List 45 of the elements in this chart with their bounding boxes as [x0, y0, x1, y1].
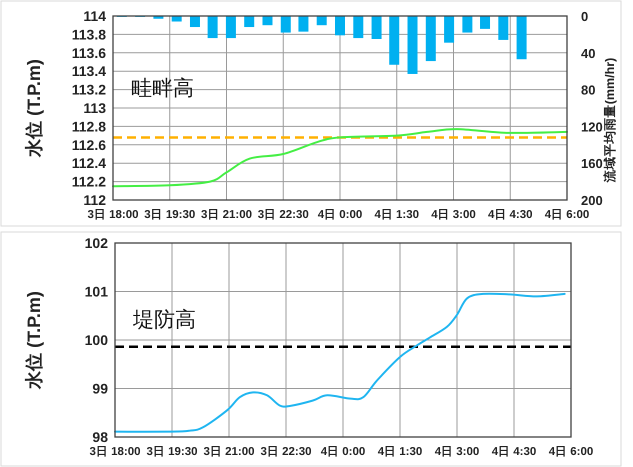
- x-tick-label: 4日 3:00: [434, 445, 480, 458]
- x-tick-label: 4日 3:00: [431, 208, 476, 221]
- y2-tick-label: 160: [581, 156, 603, 172]
- y2-tick-label: 80: [581, 82, 596, 98]
- y-tick-label: 112.2: [72, 174, 106, 190]
- y-tick-label: 112.8: [72, 118, 106, 134]
- y-tick-label: 113.6: [72, 44, 106, 61]
- x-tick-label: 4日 0:00: [318, 208, 362, 221]
- y-tick-label: 113.8: [72, 26, 106, 42]
- y-tick-label: 112.6: [72, 136, 106, 153]
- y-tick-label: 113: [83, 100, 106, 116]
- x-tick-label: 3日 21:00: [203, 445, 255, 458]
- y2-tick-label: 40: [581, 46, 596, 61]
- y-tick-label: 113.4: [72, 63, 106, 80]
- x-tick-label: 3日 22:30: [258, 208, 309, 221]
- y2-tick-label: 200: [581, 193, 603, 208]
- x-tick-label: 3日 21:00: [200, 208, 252, 221]
- y-axis-title: 水位 (T.P.m): [24, 291, 44, 390]
- x-tick-label: 4日 6:00: [548, 445, 594, 458]
- x-tick-label: 4日 1:30: [374, 208, 420, 221]
- ref-line-label: 畦畔高: [131, 77, 194, 100]
- y-tick-label: 99: [92, 380, 108, 396]
- y-tick-label: 113.2: [72, 82, 106, 98]
- y-tick-label: 112.4: [72, 155, 106, 172]
- x-tick-label: 3日 19:30: [146, 445, 198, 458]
- x-tick-label: 4日 0:00: [320, 445, 366, 458]
- ref-line-label: 堤防高: [132, 308, 196, 332]
- y-tick-label: 112: [83, 192, 106, 208]
- x-tick-label: 4日 4:30: [488, 208, 533, 221]
- x-tick-label: 4日 4:30: [492, 445, 536, 458]
- y-tick-label: 101: [84, 284, 108, 300]
- y-tick-label: 114: [83, 8, 106, 24]
- y-axis-title: 水位 (T.P.m): [24, 59, 44, 158]
- y-tick-label: 100: [84, 332, 108, 348]
- y-tick-label: 98: [92, 429, 108, 445]
- x-tick-label: 3日 18:00: [87, 208, 139, 221]
- x-tick-label: 3日 19:30: [144, 208, 196, 221]
- x-tick-label: 4日 6:00: [544, 208, 590, 221]
- y2-tick-label: 0: [581, 9, 588, 24]
- x-tick-label: 4日 1:30: [378, 445, 422, 458]
- x-tick-label: 3日 18:00: [89, 445, 141, 458]
- y-tick-label: 102: [84, 235, 108, 251]
- x-tick-label: 3日 22:30: [260, 445, 312, 458]
- y2-axis-title: 流域平均雨量(mm/hr): [602, 58, 617, 184]
- y2-tick-label: 120: [581, 119, 603, 134]
